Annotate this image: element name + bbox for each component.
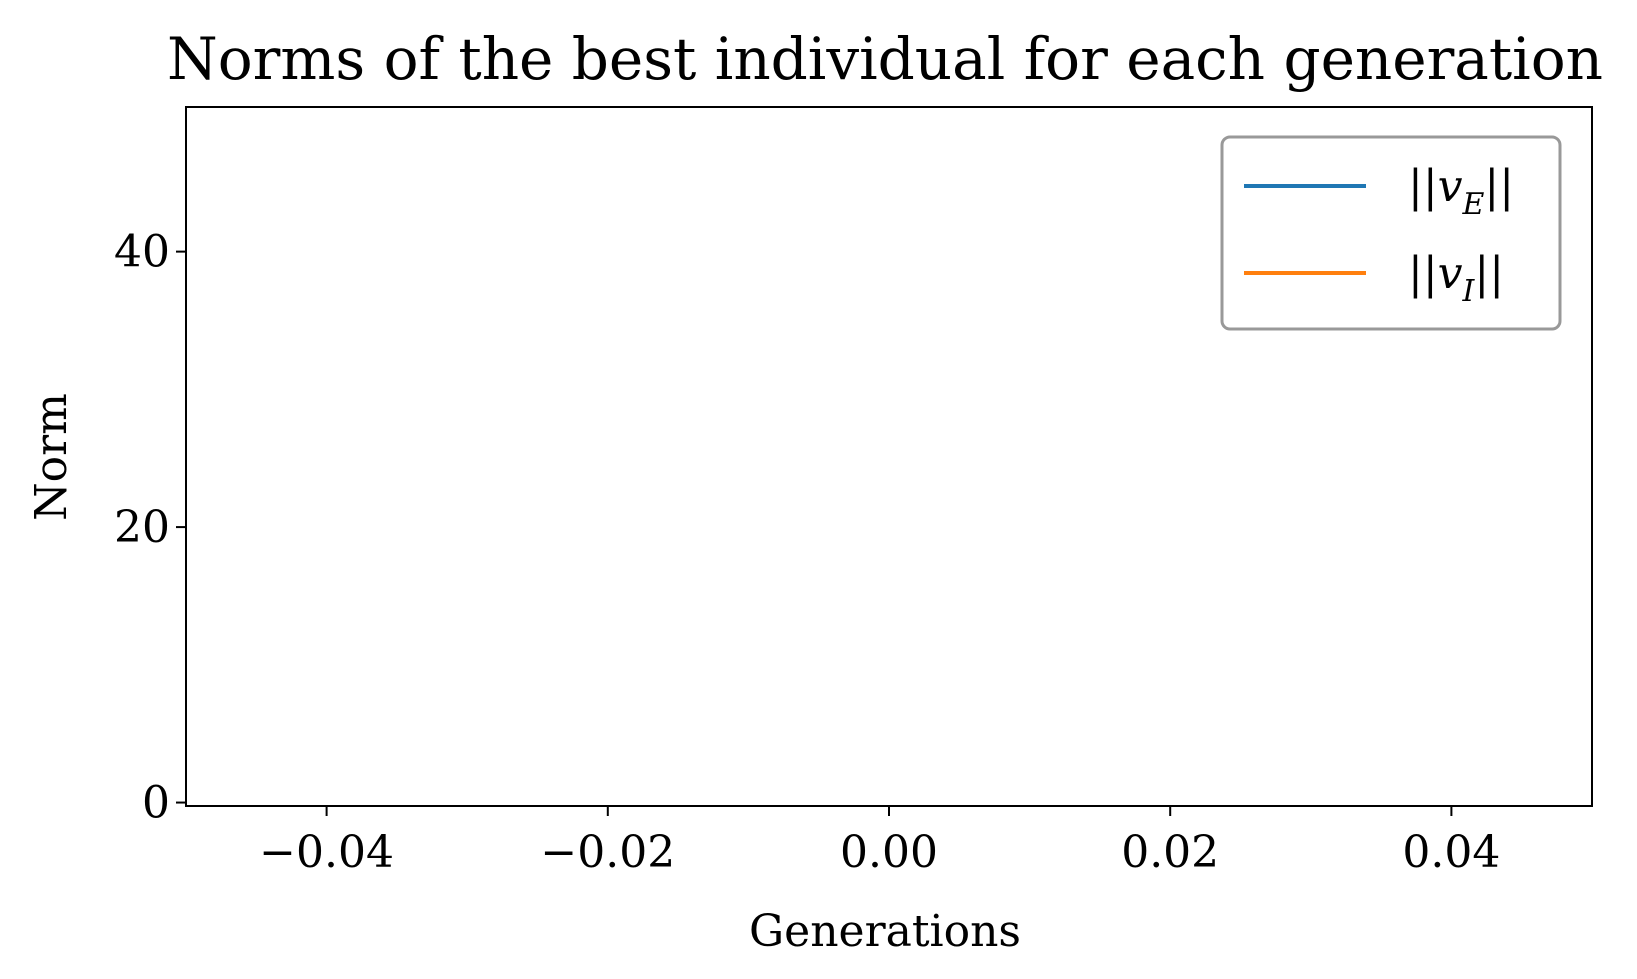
legend-label-main: ||v <box>1408 161 1463 212</box>
y-tick-label: 0 <box>142 778 170 829</box>
y-tick-label: 40 <box>114 227 170 278</box>
y-axis-label: Norm <box>26 393 77 521</box>
legend-entry: ||vE|| <box>1244 161 1514 222</box>
legend-items: ||vE||||vI|| <box>1244 161 1514 309</box>
legend-label-sub: I <box>1462 274 1476 309</box>
legend-label-main: ||v <box>1408 248 1463 299</box>
legend-label-sub: E <box>1462 187 1485 222</box>
legend-entry: ||vI|| <box>1244 248 1504 309</box>
legend: ||vE||||vI|| <box>1220 135 1562 331</box>
legend-label-end: || <box>1484 161 1514 212</box>
x-tick-label: 0.04 <box>1402 827 1500 878</box>
legend-label: ||vI|| <box>1408 248 1504 309</box>
legend-label-end: || <box>1474 248 1504 299</box>
x-axis-ticks: −0.04 −0.02 0.00 0.02 0.04 <box>259 806 1500 878</box>
y-axis-ticks: 0 20 40 <box>114 227 186 829</box>
y-tick-label: 20 <box>114 502 170 553</box>
legend-label: ||vE|| <box>1408 161 1514 222</box>
x-tick-label: 0.02 <box>1121 827 1219 878</box>
x-tick-label: −0.02 <box>540 827 675 878</box>
x-axis-label: Generations <box>749 906 1021 957</box>
x-tick-label: −0.04 <box>259 827 394 878</box>
x-tick-label: 0.00 <box>840 827 938 878</box>
chart-title: Norms of the best individual for each ge… <box>167 25 1603 93</box>
